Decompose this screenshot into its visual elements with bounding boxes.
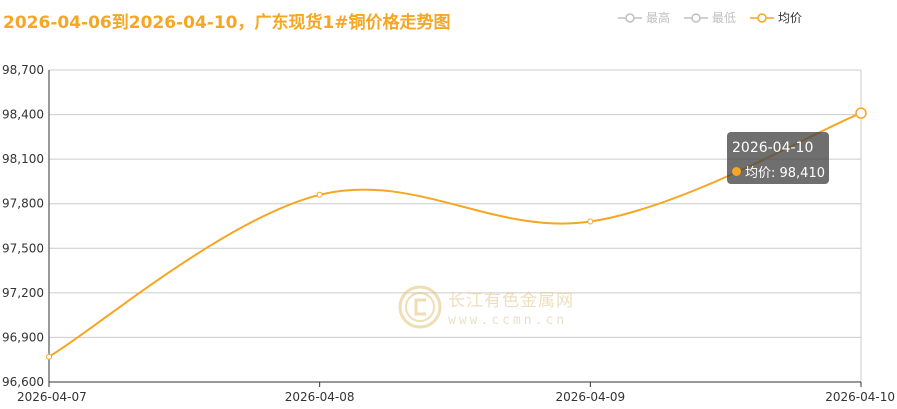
y-tick-label: 98,700 (2, 63, 44, 77)
watermark-logo-icon (398, 285, 442, 329)
data-point[interactable] (46, 353, 52, 360)
legend-item-max[interactable]: 最高 (618, 9, 670, 26)
data-point[interactable] (587, 218, 594, 225)
tooltip: 2026-04-10 均价: 98,410 (727, 132, 829, 184)
tooltip-series-dot-icon (732, 167, 741, 176)
x-tick-label: 2026-04-09 (555, 390, 625, 404)
chart-title: 2026-04-06到2026-04-10，广东现货1#铜价格走势图 (3, 13, 451, 33)
legend-label-avg: 均价 (778, 11, 803, 25)
data-point[interactable] (316, 191, 323, 198)
y-tick-label: 97,200 (2, 286, 44, 300)
legend-line-icon (750, 12, 775, 23)
x-tick-label: 2026-04-07 (17, 390, 87, 404)
legend-label-max: 最高 (646, 11, 671, 25)
x-tick-label: 2026-04-10 (825, 390, 895, 404)
y-tick-label: 96,600 (2, 375, 44, 389)
y-tick-label: 98,100 (2, 152, 44, 166)
legend-label-min: 最低 (712, 11, 737, 25)
watermark: 长江有色金属网 www.ccmn.cn (398, 285, 574, 329)
legend-line-icon (618, 12, 642, 23)
y-tick-label: 98,400 (2, 108, 44, 122)
watermark-url: www.ccmn.cn (448, 313, 568, 328)
legend: 最高 最低 均价 (618, 9, 816, 26)
legend-item-avg[interactable]: 均价 (750, 9, 802, 26)
tooltip-value: 均价: 98,410 (745, 166, 825, 181)
y-tick-label: 97,800 (2, 197, 44, 211)
watermark-name: 长江有色金属网 (448, 291, 574, 311)
x-tick-label: 2026-04-08 (285, 390, 355, 404)
data-point[interactable] (855, 107, 867, 119)
tooltip-date: 2026-04-10 (732, 140, 814, 156)
y-tick-label: 96,900 (2, 330, 44, 344)
legend-line-icon (684, 12, 709, 23)
legend-item-min[interactable]: 最低 (684, 9, 736, 26)
y-tick-label: 97,500 (2, 241, 44, 255)
